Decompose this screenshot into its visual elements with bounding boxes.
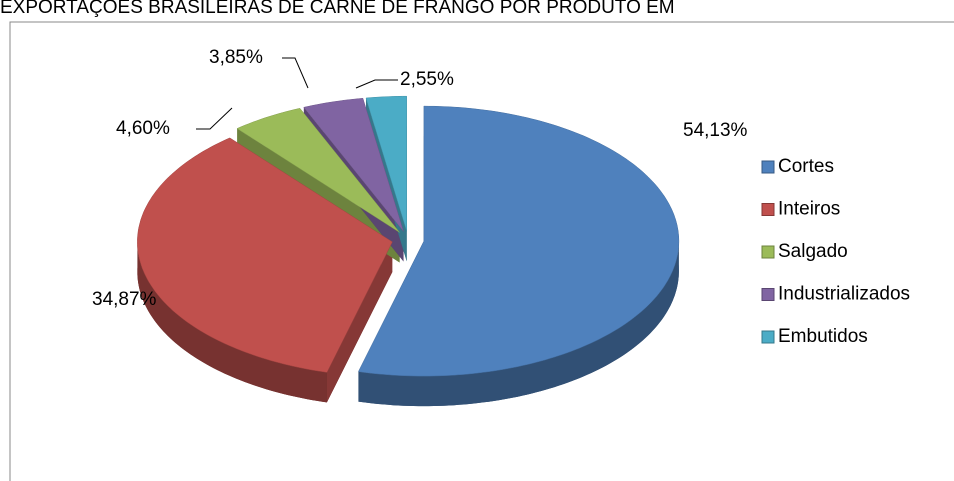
- legend-label: Inteiros: [778, 199, 840, 220]
- data-label: 4,60%: [116, 118, 170, 139]
- legend-label: Cortes: [778, 156, 834, 177]
- slice-side: [137, 241, 327, 403]
- slice: [358, 105, 680, 377]
- data-label: 34,87%: [92, 289, 157, 310]
- data-label: 3,85%: [209, 47, 263, 68]
- chart-title: EXPORTAÇÕES BRASILEIRAS DE CARNE DE FRAN…: [0, 0, 675, 18]
- legend-swatch: [761, 160, 775, 174]
- leader-line: [355, 79, 398, 89]
- legend-label: Salgado: [778, 241, 848, 262]
- chart-border: [9, 21, 954, 481]
- slice-side: [358, 241, 679, 407]
- leader-line: [196, 107, 233, 130]
- legend-swatch: [761, 288, 775, 301]
- legend-swatch: [761, 203, 775, 216]
- slice: [137, 137, 393, 373]
- slice-wall: [326, 241, 393, 403]
- slice: [236, 108, 400, 233]
- slice: [303, 98, 404, 232]
- legend-swatch: [761, 330, 775, 344]
- data-label: 54,13%: [683, 120, 748, 141]
- slice: [365, 95, 407, 232]
- data-label: 2,55%: [400, 69, 454, 90]
- leader-line: [282, 57, 309, 89]
- legend-label: Embutidos: [778, 326, 868, 347]
- legend-swatch: [761, 245, 775, 259]
- legend-label: Industrializados: [778, 284, 910, 305]
